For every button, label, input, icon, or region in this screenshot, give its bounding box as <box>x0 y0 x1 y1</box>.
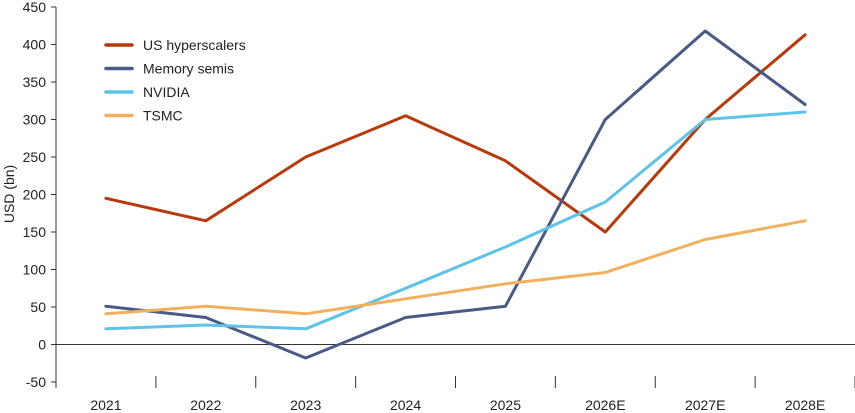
y-tick-label: 150 <box>23 224 47 240</box>
legend: US hyperscalers Memory semis NVIDIA TSMC <box>104 37 246 124</box>
y-tick-label: 450 <box>23 0 47 15</box>
x-tick-label: 2026E <box>585 397 625 413</box>
x-tick-label: 2027E <box>685 397 725 413</box>
series-line-4 <box>104 219 807 316</box>
x-tick-label: 2028E <box>785 397 825 413</box>
series-line-2 <box>104 29 807 360</box>
y-tick-label: 400 <box>23 37 47 53</box>
series-layer <box>104 29 807 360</box>
series-line-3 <box>104 110 807 331</box>
series-line-1 <box>104 33 807 234</box>
y-tick-label: 350 <box>23 74 47 90</box>
y-tick-label: 50 <box>30 299 46 315</box>
legend-label: US hyperscalers <box>143 37 246 53</box>
x-tick-label: 2021 <box>90 397 121 413</box>
y-tick-label: 250 <box>23 149 47 165</box>
legend-label: TSMC <box>143 108 183 124</box>
y-tick-label: 100 <box>23 262 47 278</box>
y-tick-label: 200 <box>23 187 47 203</box>
legend-label: NVIDIA <box>143 84 190 100</box>
y-tick-label: 0 <box>38 337 46 353</box>
y-axis-title: USD (bn) <box>1 165 17 223</box>
legend-label: Memory semis <box>143 61 234 77</box>
y-axis: -50 0 50 100 150 200 250 300 350 400 450 <box>23 0 57 390</box>
x-tick-label: 2022 <box>190 397 221 413</box>
x-tick-label: 2025 <box>490 397 521 413</box>
x-axis: 2021 2022 2023 2024 2025 2026E 2027E 2028E <box>55 344 855 413</box>
x-tick-label: 2023 <box>290 397 321 413</box>
x-tick-label: 2024 <box>390 397 421 413</box>
y-tick-label: 300 <box>23 112 47 128</box>
y-tick-label: -50 <box>26 374 46 390</box>
